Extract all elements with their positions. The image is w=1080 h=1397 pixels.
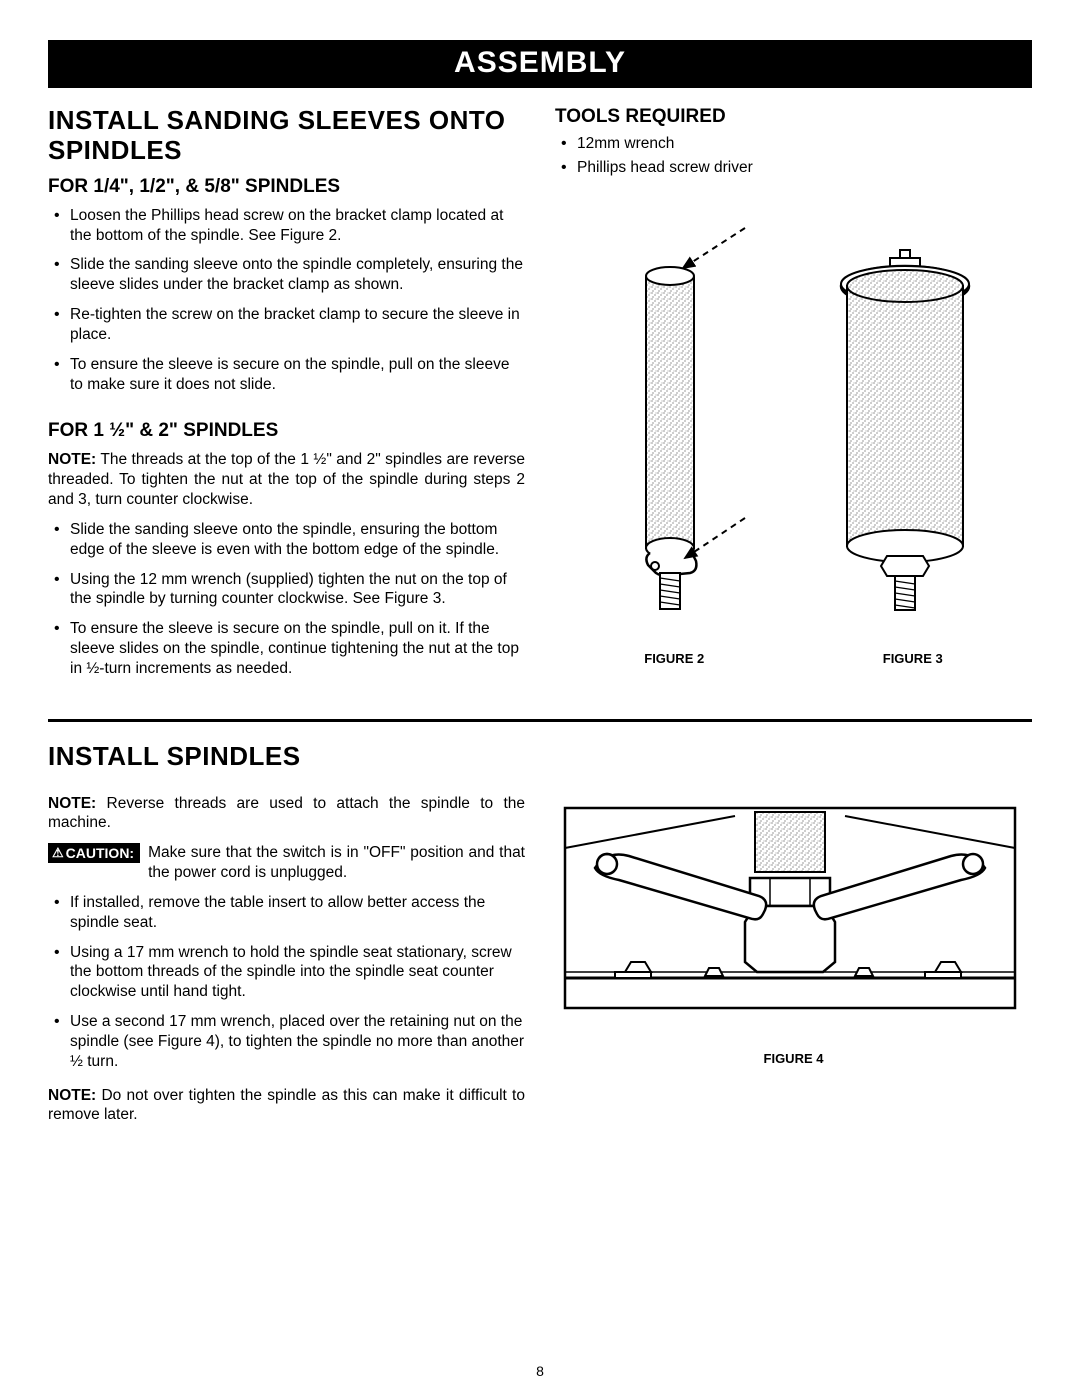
list-item: 12mm wrench [577,134,1032,154]
warning-icon: ⚠ [52,845,64,861]
caution-text: Make sure that the switch is in "OFF" po… [148,843,525,883]
list-item: To ensure the sleeve is secure on the sp… [70,619,525,678]
note-text: Reverse threads are used to attach the s… [48,795,525,832]
list-item: Using the 12 mm wrench (supplied) tighte… [70,570,525,610]
list-item: Using a 17 mm wrench to hold the spindle… [70,943,525,1002]
sub2-bullets: Slide the sanding sleeve onto the spindl… [48,520,525,679]
list-item: Slide the sanding sleeve onto the spindl… [70,255,525,295]
list-item: Phillips head screw driver [577,158,1032,178]
list-item: To ensure the sleeve is secure on the sp… [70,355,525,395]
section2-title: INSTALL SPINDLES [48,742,525,772]
list-item: Loosen the Phillips head screw on the br… [70,206,525,246]
page-number: 8 [0,1363,1080,1379]
figure-3-caption: FIGURE 3 [805,651,1020,666]
list-item: If installed, remove the table insert to… [70,893,525,933]
tools-list: 12mm wrench Phillips head screw driver [555,134,1032,178]
caution-block: ⚠CAUTION: Make sure that the switch is i… [48,843,525,883]
sub1-title: FOR 1/4", 1/2", & 5/8" SPINDLES [48,176,525,198]
figure-4-caption: FIGURE 4 [555,1051,1032,1066]
section2-bullets: If installed, remove the table insert to… [48,893,525,1072]
sub2-title: FOR 1 ½" & 2" SPINDLES [48,420,525,442]
section-divider [48,719,1032,722]
section2-note1: NOTE: Reverse threads are used to attach… [48,794,525,834]
section-install-sleeves: INSTALL SANDING SLEEVES ONTO SPINDLES FO… [48,106,1032,693]
list-item: Use a second 17 mm wrench, placed over t… [70,1012,525,1071]
caution-label: CAUTION: [66,845,134,861]
figure-2-3-svg [555,208,1025,638]
tools-title: TOOLS REQUIRED [555,106,1032,128]
caution-badge: ⚠CAUTION: [48,843,140,863]
sub1-bullets: Loosen the Phillips head screw on the br… [48,206,525,395]
note-label: NOTE: [48,451,96,468]
note-text: Do not over tighten the spindle as this … [48,1087,525,1124]
section-install-spindles: INSTALL SPINDLES NOTE: Reverse threads a… [48,742,1032,1135]
figures-2-3: FIGURE 2 FIGURE 3 [555,208,1032,666]
assembly-banner: ASSEMBLY [48,40,1032,88]
sub2-note: NOTE: The threads at the top of the 1 ½"… [48,450,525,509]
note-label: NOTE: [48,1087,96,1104]
section1-title: INSTALL SANDING SLEEVES ONTO SPINDLES [48,106,525,166]
list-item: Re-tighten the screw on the bracket clam… [70,305,525,345]
figure-2-caption: FIGURE 2 [567,651,782,666]
note-text: The threads at the top of the 1 ½" and 2… [48,451,525,508]
figure-4-svg [555,798,1025,1038]
note-label: NOTE: [48,795,96,812]
section2-note2: NOTE: Do not over tighten the spindle as… [48,1086,525,1126]
list-item: Slide the sanding sleeve onto the spindl… [70,520,525,560]
